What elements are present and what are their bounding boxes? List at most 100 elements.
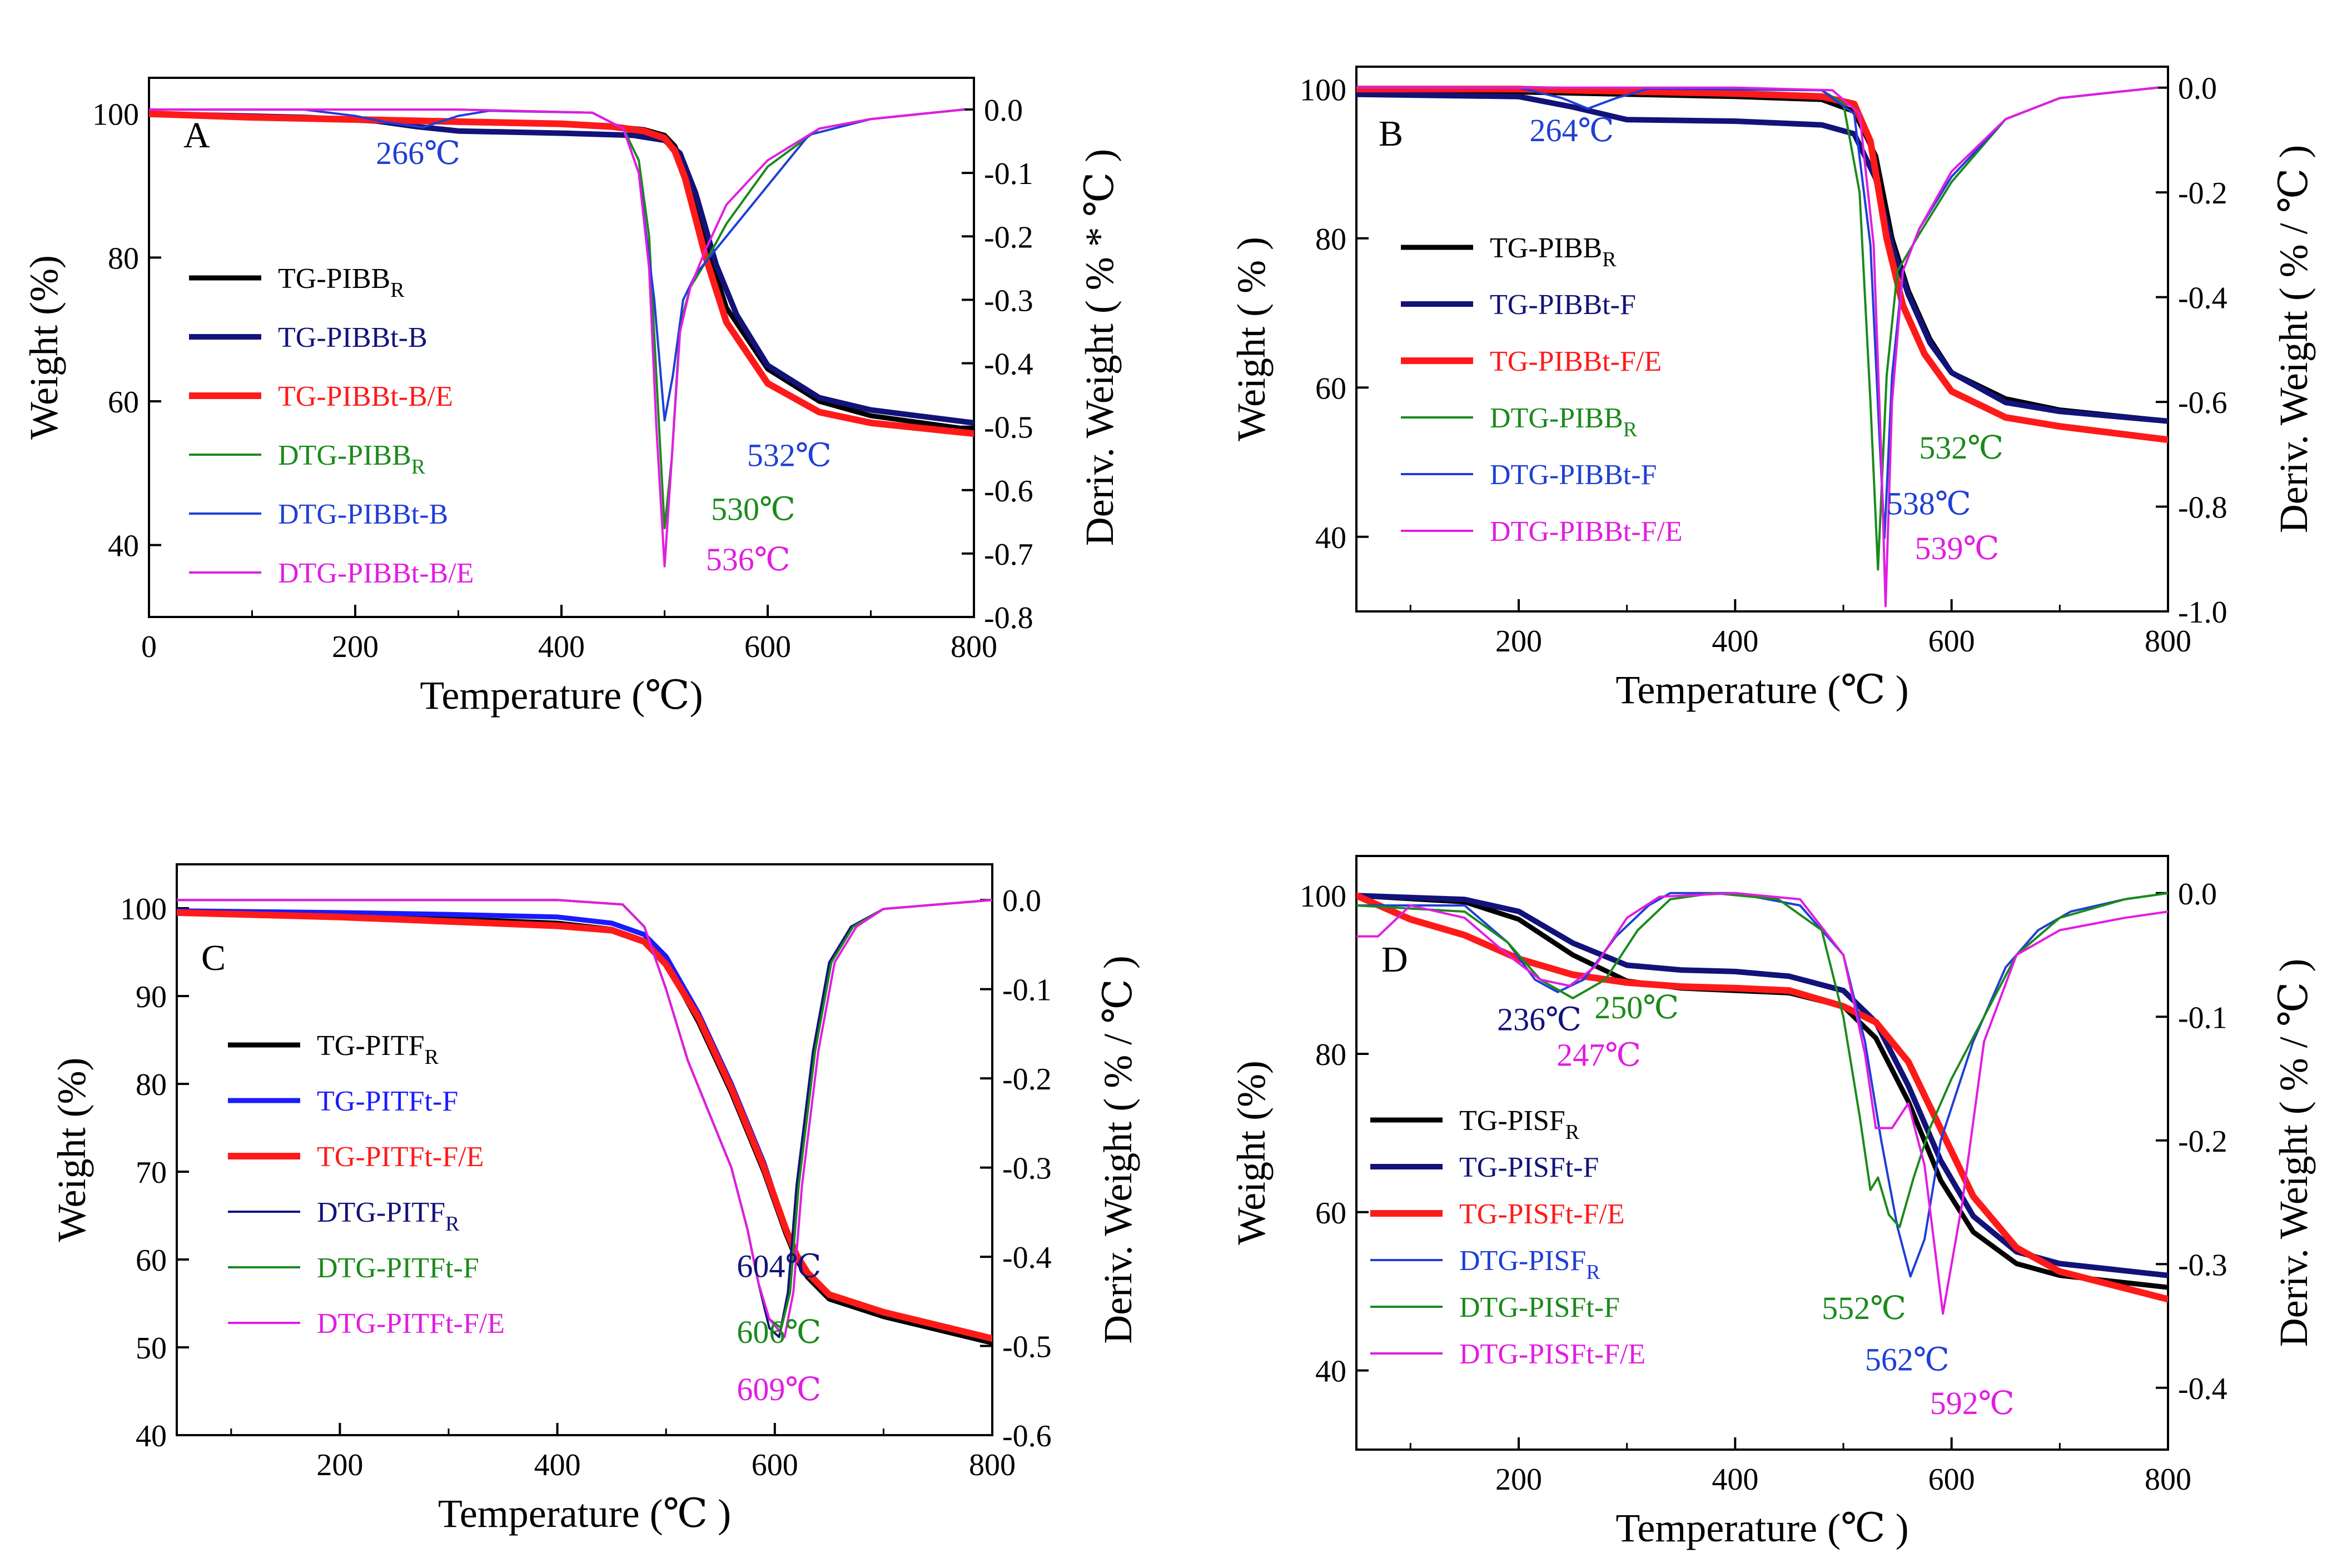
legend-text: TG-PIBB (278, 263, 390, 295)
peak-annotation: 552℃ (1822, 1290, 1906, 1326)
y2-tick-label: -0.5 (1002, 1330, 1052, 1365)
y-tick-label: 70 (136, 1156, 167, 1190)
legend-text: DTG-PISFt-F/E (1459, 1338, 1645, 1370)
peak-annotation: 606℃ (737, 1314, 821, 1350)
plot-frame (176, 863, 993, 1436)
legend-text: DTG-PISFt-F (1459, 1292, 1620, 1323)
y-tick-label: 80 (1315, 1038, 1346, 1072)
legend-text: TG-PISF (1459, 1105, 1565, 1137)
y2-tick-label: -0.2 (2178, 1124, 2227, 1159)
panel-label: D (1381, 939, 1408, 980)
legend-subscript: R (1586, 1261, 1600, 1284)
legend-text: DTG-PITFt-F (317, 1252, 479, 1284)
y2-axis-label: Deriv. Weight ( % / ℃ ) (2271, 959, 2316, 1347)
x-tick-label: 600 (1928, 1462, 1975, 1497)
peak-annotation: 532℃ (1919, 430, 2003, 466)
legend-text: DTG-PIBB (1490, 402, 1623, 434)
legend-text: DTG-PIBBt-B/E (278, 557, 474, 589)
y2-tick-label: -0.3 (1002, 1152, 1052, 1186)
y2-tick-label: -0.2 (1002, 1062, 1052, 1097)
legend-entry: TG-PISFt-F/E (1459, 1198, 1625, 1230)
legend-entry: DTG-PISFR (1459, 1245, 1600, 1284)
panel-B: 200 400 600 800 40 60 80 100 0.0 -0.2 -0.4 -0.6 -0.8… (1229, 66, 2316, 712)
series-line-TG-PISFt-F/E (1356, 892, 2168, 1303)
legend-subscript: R (1602, 248, 1617, 271)
peak-annotation: 539℃ (1915, 530, 1999, 566)
x-tick-label: 400 (538, 630, 585, 664)
legend-entry: DTG-PISFt-F/E (1459, 1338, 1645, 1370)
y2-tick-label: -0.8 (984, 601, 1033, 635)
x-tick-label: 800 (2145, 1462, 2191, 1497)
series-line-TG-PISFt-F (1356, 893, 2168, 1278)
y-tick-label: 100 (120, 892, 167, 927)
legend-subscript: R (1623, 418, 1638, 441)
plot-frame (1355, 66, 2169, 613)
peak-annotation: 264℃ (1529, 112, 1614, 148)
series-line-TG-PIBB_R (149, 111, 974, 433)
y2-tick-label: -0.3 (2178, 1248, 2227, 1282)
series-line-DTG-PISFt-F (1356, 892, 2168, 1228)
y-tick-label: 60 (1315, 371, 1346, 406)
panel-D: 200 400 600 800 40 60 80 100 0.0 -0.1 -0.2 -0.3 -0.4… (1229, 855, 2316, 1550)
peak-annotation: 266℃ (376, 135, 460, 171)
peak-annotation: 530℃ (711, 491, 795, 527)
x-tick-label: 200 (1495, 624, 1542, 659)
series-line-TG-PIBB_R (1356, 86, 2168, 424)
peak-annotation: 609℃ (737, 1371, 821, 1407)
legend-text: TG-PIBB (1490, 232, 1602, 264)
legend-text: DTG-PITF (317, 1197, 445, 1228)
y2-tick-label: -0.1 (2178, 1000, 2227, 1035)
legend-text: DTG-PITFt-F/E (317, 1308, 505, 1340)
legend-entry: TG-PIBBR (1490, 232, 1617, 271)
legend-subscript: R (425, 1046, 439, 1069)
series-line-DTG-PITF_R (177, 899, 992, 1338)
y-tick-label: 40 (108, 529, 139, 564)
legend-text: DTG-PIBBt-F/E (1490, 516, 1683, 547)
legend-entry: TG-PITFR (317, 1030, 439, 1069)
legend-entry: DTG-PIBBR (278, 440, 426, 479)
plot-frame (148, 77, 975, 618)
legend-entry: TG-PIBBt-B/E (278, 381, 453, 412)
plot-frame (1355, 855, 2169, 1451)
legend-text: TG-PIBBt-F/E (1490, 346, 1662, 377)
legend-entry: TG-PIBBt-F/E (1490, 346, 1662, 377)
y-tick-label: 40 (1315, 1355, 1346, 1389)
series-line-TG-PIBBt-F/E (1356, 86, 2168, 444)
legend-entry: TG-PIBBR (278, 263, 405, 302)
y2-axis-label: Deriv. Weight ( % / ℃ ) (1096, 955, 1140, 1344)
y2-tick-label: -0.1 (984, 157, 1033, 191)
legend-entry: TG-PISFR (1459, 1105, 1580, 1144)
legend-subscript: R (445, 1212, 460, 1236)
legend-text: TG-PISFt-F (1459, 1152, 1599, 1183)
y-axis-label: Weight ( % ) (1229, 237, 1274, 441)
legend-text: TG-PITFt-F/E (317, 1141, 484, 1173)
x-axis-label: Temperature (℃ ) (1615, 1506, 1908, 1550)
series-line-DTG-PISF_R (1356, 892, 2168, 1278)
y-tick-label: 40 (136, 1419, 167, 1453)
y-tick-label: 80 (136, 1068, 167, 1102)
legend-text: DTG-PIBBt-B (278, 499, 448, 530)
legend-text: DTG-PISF (1459, 1245, 1586, 1277)
panel-label: A (183, 115, 210, 156)
x-axis-label: Temperature (℃) (420, 673, 703, 718)
x-tick-label: 400 (1712, 624, 1758, 659)
y2-tick-label: -0.6 (2178, 386, 2227, 420)
peak-annotation: 538℃ (1887, 485, 1971, 521)
legend-entry: DTG-PISFt-F (1459, 1292, 1620, 1323)
series-line-DTG-PIBB_R (1356, 86, 2159, 571)
series-line-TG-PIBBt-B (149, 111, 974, 426)
legend-text: DTG-PIBB (278, 440, 411, 471)
y2-tick-label: 0.0 (1002, 884, 1041, 918)
legend-entry: DTG-PIBBR (1490, 402, 1638, 441)
series-line-DTG-PIBBt-B (149, 108, 965, 422)
series-line-DTG-PIBBt-F/E (1356, 86, 2159, 608)
x-tick-label: 600 (1928, 624, 1975, 659)
y2-tick-label: 0.0 (2178, 877, 2217, 912)
series-line-TG-PIBBt-F (1356, 91, 2168, 424)
legend-text: DTG-PIBBt-F (1490, 459, 1657, 491)
series-line-DTG-PIBBt-F (1356, 86, 2159, 540)
legend-subscript: R (390, 278, 405, 302)
legend-subscript: R (1565, 1121, 1580, 1144)
y2-tick-label: -0.4 (2178, 281, 2227, 316)
